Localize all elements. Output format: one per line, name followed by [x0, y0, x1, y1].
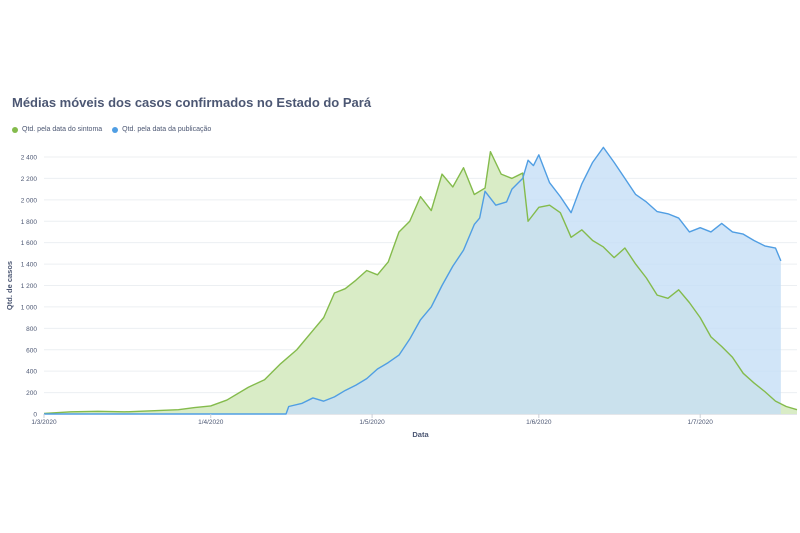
legend-item-symptom[interactable]: Qtd. pela data do sintoma [12, 126, 102, 133]
legend-label-publication: Qtd. pela data da publicação [122, 126, 212, 133]
x-tick-label: 1/3/2020 [31, 419, 57, 426]
y-tick-label: 800 [26, 326, 37, 333]
y-tick-label: 1 000 [21, 304, 38, 311]
y-tick-label: 2 200 [21, 176, 38, 183]
x-tick-label: 1/5/2020 [359, 419, 385, 426]
x-tick-label: 1/7/2020 [688, 419, 714, 426]
y-tick-label: 1 400 [21, 262, 38, 269]
y-tick-label: 2 000 [21, 197, 38, 204]
y-tick-label: 1 200 [21, 283, 38, 290]
chart-title: Médias móveis dos casos confirmados no E… [12, 95, 372, 110]
x-tick-label: 1/4/2020 [198, 419, 224, 426]
y-tick-label: 400 [26, 369, 37, 376]
x-tick-label: 1/6/2020 [526, 419, 552, 426]
series-area-1 [44, 147, 781, 415]
y-tick-label: 1 800 [21, 219, 38, 226]
y-tick-label: 600 [26, 347, 37, 354]
x-axis-label: Data [412, 430, 429, 439]
y-tick-label: 200 [26, 390, 37, 397]
y-tick-label: 0 [33, 412, 37, 419]
legend-item-publication[interactable]: Qtd. pela data da publicação [112, 126, 211, 133]
chart-legend: Qtd. pela data do sintoma Qtd. pela data… [12, 126, 211, 133]
series-line-1 [44, 146, 782, 415]
legend-label-symptom: Qtd. pela data do sintoma [22, 126, 103, 133]
y-axis-label: Qtd. de casos [5, 261, 14, 310]
y-tick-label: 1 600 [21, 240, 38, 247]
y-tick-label: 2 400 [21, 155, 38, 162]
legend-dot-publication [112, 126, 119, 133]
legend-dot-symptom [12, 126, 18, 133]
series-line-0 [43, 150, 798, 415]
